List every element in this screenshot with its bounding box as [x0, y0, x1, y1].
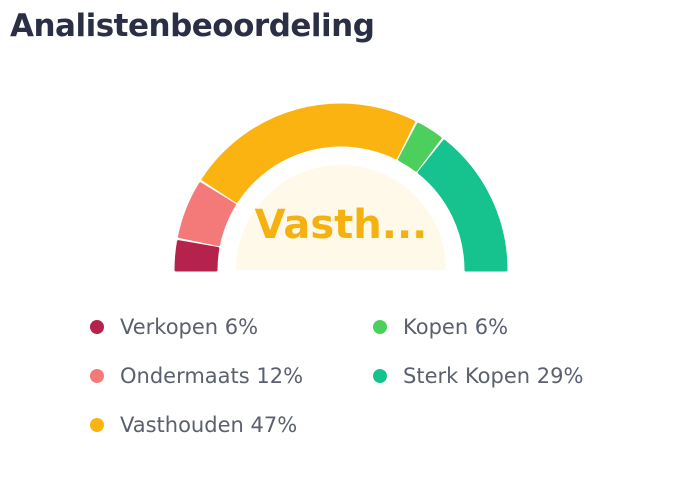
legend-label: Verkopen 6% [120, 315, 259, 339]
legend-item-verkopen: Verkopen 6% [90, 315, 258, 339]
legend-item-kopen: Kopen 6% [373, 315, 508, 339]
legend-swatch [90, 418, 104, 432]
gauge-segment-sterk-kopen [417, 139, 508, 272]
gauge-center-label: Vasth... [255, 202, 428, 248]
legend-item-ondermaats: Ondermaats 12% [90, 364, 303, 388]
legend-label: Sterk Kopen 29% [403, 364, 584, 388]
gauge-segment-ondermaats [177, 182, 236, 247]
legend-label: Vasthouden 47% [120, 413, 298, 437]
gauge-segment-verkopen [174, 240, 220, 272]
legend-label: Kopen 6% [403, 315, 509, 339]
legend-swatch [373, 320, 387, 334]
gauge-chart: Vasth... [174, 103, 508, 272]
legend-label: Ondermaats 12% [120, 364, 304, 388]
legend-item-sterk-kopen: Sterk Kopen 29% [373, 364, 583, 388]
legend-item-vasthouden: Vasthouden 47% [90, 413, 297, 437]
gauge-segment-kopen [397, 122, 442, 172]
page-title: Analistenbeoordeling [10, 8, 375, 44]
gauge-segment-vasthouden [201, 103, 416, 203]
gauge-center-background [236, 165, 446, 270]
legend-swatch [90, 320, 104, 334]
legend-swatch [373, 369, 387, 383]
legend-swatch [90, 369, 104, 383]
